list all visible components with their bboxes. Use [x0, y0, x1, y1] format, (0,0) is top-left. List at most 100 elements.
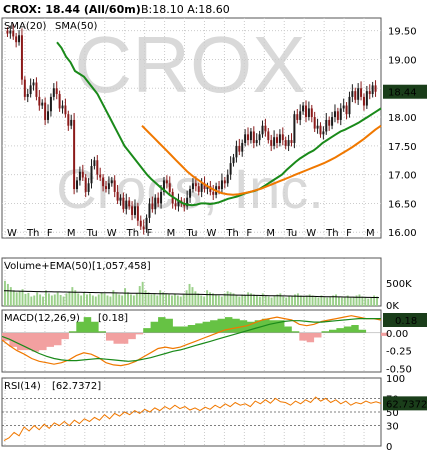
candle-body [18, 35, 21, 43]
x-tick-day: W [206, 228, 216, 239]
volume-bar [65, 293, 68, 306]
rsi-line [3, 396, 382, 442]
volume-bar [209, 292, 212, 306]
candle-body [102, 177, 105, 187]
macd-histogram-positive [68, 317, 382, 333]
volume-bar [270, 297, 273, 306]
macd-value: [0.18] [98, 313, 128, 324]
volume-bar [56, 292, 59, 306]
price-y-tick: 19.50 [388, 27, 417, 38]
volume-bar [294, 294, 296, 306]
candle-body [252, 131, 255, 143]
volume-bar [170, 295, 173, 306]
volume-bar [109, 296, 112, 306]
candle-body [96, 160, 99, 175]
candle-body [177, 200, 180, 207]
candle-body [232, 157, 235, 164]
volume-bar [232, 293, 235, 306]
rsi-y-tick: 30 [386, 422, 399, 433]
volume-bar [176, 295, 179, 306]
candle-body [365, 91, 368, 106]
volume-bar [370, 297, 373, 306]
volume-bar [71, 287, 74, 306]
candle-body [276, 137, 279, 143]
x-tick-day: F [246, 228, 252, 239]
volume-bar [296, 293, 299, 306]
candle-body [302, 105, 305, 112]
volume-bar [74, 290, 77, 306]
x-tick-day: F [346, 228, 352, 239]
macd-tag-value: 0.18 [395, 316, 417, 327]
volume-bar [39, 294, 42, 306]
volume-bar [355, 295, 358, 306]
volume-value: [1,057,458] [92, 261, 151, 272]
candle-body [284, 140, 287, 146]
volume-bar [36, 292, 39, 306]
candle-body [278, 134, 281, 143]
volume-bar [299, 295, 302, 306]
volume-bar [258, 296, 261, 306]
volume-bar [132, 295, 135, 306]
volume-bar [364, 297, 367, 306]
volume-bar [285, 297, 288, 306]
volume-y-tick: 500K [386, 279, 412, 290]
volume-bar [21, 289, 24, 306]
candle-body [273, 137, 276, 146]
rsi-tag-value: 62.7372 [386, 399, 427, 410]
candle-body [44, 102, 47, 120]
volume-bar [217, 295, 220, 306]
candle-body [148, 203, 151, 218]
candle-body [186, 197, 189, 207]
volume-bar [168, 294, 170, 306]
x-tick-day: M [366, 228, 375, 239]
volume-bar [340, 297, 343, 306]
candle-body [99, 174, 102, 178]
x-tick-day: W [107, 228, 117, 239]
candle-body [157, 197, 160, 204]
candle-body [313, 117, 316, 129]
x-tick-day: Th [225, 228, 238, 239]
volume-bar [323, 296, 326, 306]
candle-body [23, 79, 26, 97]
candle-body [206, 186, 209, 190]
volume-bar [86, 294, 88, 306]
rsi-y-tick: 100 [386, 374, 405, 385]
candle-body [212, 191, 215, 195]
candle-body [174, 203, 177, 207]
volume-bar [282, 296, 285, 306]
volume-bar [255, 295, 258, 306]
candle-body [218, 186, 221, 190]
volume-bar [214, 294, 217, 306]
volume-bar [30, 296, 33, 306]
macd-histogram-negative [2, 332, 389, 352]
candle-body [122, 197, 125, 210]
macd-y-tick: -0.25 [386, 347, 412, 358]
candle-body [281, 134, 284, 141]
volume-bar [150, 294, 153, 306]
macd-y-tick: 0.00 [386, 329, 408, 340]
volume-bar [361, 296, 364, 306]
volume-bar [77, 293, 80, 306]
volume-bar [188, 283, 191, 306]
volume-bar [203, 296, 206, 306]
volume-bar [94, 296, 97, 306]
volume-bar [59, 294, 62, 306]
candle-body [357, 88, 360, 100]
volume-bar [311, 295, 314, 306]
rsi-title: RSI(14) [4, 381, 41, 392]
volume-bar [162, 292, 165, 306]
candle-body [78, 171, 81, 181]
x-tick-day: F [47, 228, 53, 239]
x-tick-day: Th [126, 228, 139, 239]
volume-bar [138, 286, 141, 306]
candle-body [209, 186, 212, 192]
volume-bar [103, 293, 106, 306]
volume-bar [226, 291, 229, 306]
candle-body [12, 30, 15, 37]
candle-body [73, 119, 76, 190]
volume-bar [156, 295, 159, 306]
x-tick-day: W [7, 228, 17, 239]
candle-body [290, 140, 293, 143]
candle-body [307, 108, 310, 118]
volume-bar [185, 290, 188, 306]
